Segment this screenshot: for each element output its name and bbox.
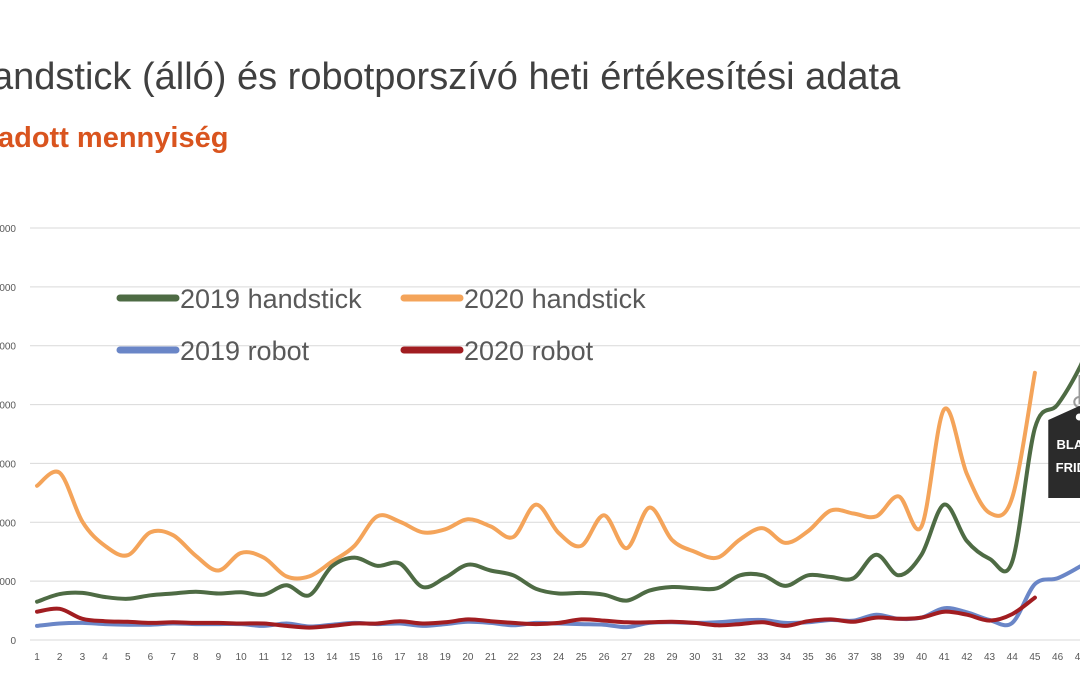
x-tick-label: 37 [848, 652, 860, 663]
y-tick-label: 000 [0, 224, 16, 235]
x-tick-label: 5 [125, 652, 131, 663]
y-tick-label: 0 [10, 636, 16, 647]
grid-lines [30, 227, 1080, 641]
x-tick-label: 32 [735, 652, 747, 663]
series-line-2019-handstick [35, 361, 1080, 604]
x-tick-label: 42 [961, 652, 973, 663]
y-tick-label: 000 [0, 459, 16, 470]
chart-title: andstick (álló) és robotporszívó heti ér… [0, 56, 901, 98]
x-tick-label: 20 [462, 652, 474, 663]
x-tick-label: 41 [939, 652, 951, 663]
x-tick-label: 36 [825, 652, 837, 663]
legend: 2019 handstick 2020 handstick 2019 robot 20… [116, 284, 646, 366]
x-tick-label: 26 [598, 652, 610, 663]
x-tick-label: 14 [326, 652, 338, 663]
x-tick-label: 1 [34, 652, 40, 663]
x-tick-label: 10 [236, 652, 248, 663]
x-tick-label: 31 [712, 652, 724, 663]
x-tick-label: 8 [193, 652, 199, 663]
price-tag-icon [1048, 406, 1080, 498]
x-tick-label: 45 [1029, 652, 1041, 663]
x-tick-label: 35 [803, 652, 815, 663]
tag-text-line1: BLACK [1057, 437, 1080, 452]
legend-label: 2020 robot [464, 336, 594, 366]
x-tick-label: 28 [644, 652, 656, 663]
x-tick-label: 44 [1007, 652, 1019, 663]
x-tick-label: 2 [57, 652, 63, 663]
y-tick-label: 000 [0, 283, 16, 294]
tag-hole-icon [1075, 413, 1080, 421]
x-tick-label: 27 [621, 652, 633, 663]
series-lines [35, 361, 1080, 630]
x-tick-label: 38 [871, 652, 883, 663]
x-tick-label: 3 [80, 652, 86, 663]
x-tick-label: 17 [394, 652, 406, 663]
x-tick-label: 21 [485, 652, 497, 663]
x-tick-label: 46 [1052, 652, 1064, 663]
x-tick-label: 19 [440, 652, 452, 663]
x-tick-label: 47 [1075, 652, 1080, 663]
legend-label: 2019 handstick [180, 284, 362, 314]
x-tick-label: 12 [281, 652, 293, 663]
x-tick-label: 4 [102, 652, 108, 663]
chart-subtitle: adott mennyiség [0, 122, 229, 154]
x-axis-ticks: 1 2 3 4 5 6 7 8 9 10 11 12 13 14 15 16 17 18 19 20 21 22 23 24 2… [34, 652, 1080, 663]
series-line-2020-robot [35, 595, 1037, 630]
y-tick-label: 000 [0, 577, 16, 588]
black-friday-tag: BLACK FRIDAY [1048, 375, 1080, 498]
x-tick-label: 7 [170, 652, 176, 663]
x-tick-label: 9 [216, 652, 222, 663]
series-line-2020-handstick [35, 370, 1037, 581]
x-tick-label: 18 [417, 652, 429, 663]
legend-label: 2019 robot [180, 336, 310, 366]
x-tick-label: 23 [530, 652, 542, 663]
tag-text-line2: FRIDAY [1056, 460, 1080, 475]
x-tick-label: 29 [666, 652, 678, 663]
x-tick-label: 13 [304, 652, 316, 663]
x-tick-label: 40 [916, 652, 928, 663]
x-tick-label: 34 [780, 652, 792, 663]
x-tick-label: 16 [372, 652, 384, 663]
y-tick-label: 000 [0, 342, 16, 353]
x-tick-label: 15 [349, 652, 361, 663]
x-tick-label: 39 [893, 652, 905, 663]
x-tick-label: 25 [576, 652, 588, 663]
x-tick-label: 43 [984, 652, 996, 663]
x-tick-label: 22 [508, 652, 520, 663]
x-tick-label: 30 [689, 652, 701, 663]
legend-label: 2020 handstick [464, 284, 646, 314]
y-tick-label: 000 [0, 518, 16, 529]
x-tick-label: 6 [148, 652, 154, 663]
x-tick-label: 11 [259, 652, 270, 663]
x-tick-label: 33 [757, 652, 769, 663]
x-tick-label: 24 [553, 652, 565, 663]
y-tick-label: 000 [0, 401, 16, 412]
